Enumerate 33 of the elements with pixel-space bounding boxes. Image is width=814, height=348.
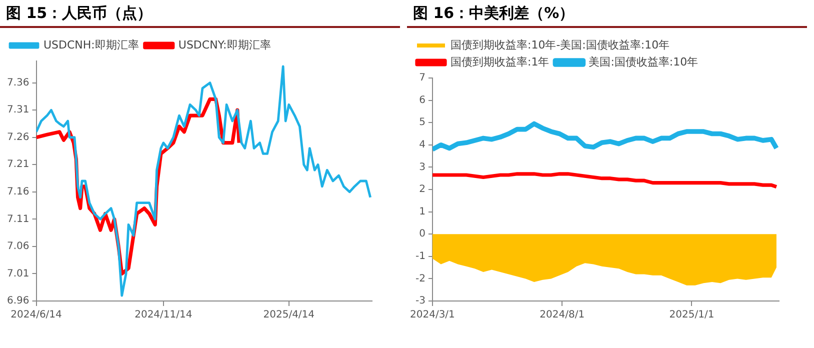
y-tick-label: -2 [415,273,426,284]
y-tick-label: 4 [419,139,426,150]
y-tick-label: -1 [415,250,426,262]
y-tick-label: 5 [419,117,426,128]
y-tick-label: 7 [419,72,426,84]
y-tick-label: 7.26 [7,132,30,143]
x-tick-label: 2024/8/1 [540,310,585,321]
chart-title: 图 15：人民币（点） [0,0,400,28]
y-tick-label: -3 [415,296,426,307]
y-tick-label: 7.06 [7,241,30,252]
y-tick-label: 7.11 [7,214,30,225]
legend-label: 国债到期收益率:10年-美国:国债收益率:10年 [450,38,670,52]
x-tick-label: 2025/4/14 [263,310,315,321]
y-tick-label: 3 [419,162,426,173]
legend-label: 国债到期收益率:1年 [450,55,550,68]
y-tick-label: 2 [419,184,426,196]
y-tick-label: 7.31 [7,104,30,116]
x-tick-label: 2025/1/1 [669,310,714,321]
y-tick-label: 7.21 [7,159,30,170]
y-tick-label: 7.01 [7,268,30,280]
y-tick-label: 6.96 [7,296,30,307]
y-tick-label: 1 [419,206,426,218]
legend-label: USDCNH:即期汇率 [44,38,139,52]
x-tick-label: 2024/6/14 [10,310,62,321]
chart-title: 图 16：中美利差（%） [407,0,807,28]
y-tick-label: 7.36 [7,77,30,88]
x-tick-label: 2024/11/14 [134,310,192,321]
y-tick-label: 0 [419,228,426,240]
legend-label: USDCNY:即期汇率 [178,38,271,52]
y-tick-label: 7.16 [7,186,30,198]
y-tick-label: 6 [419,94,426,106]
x-tick-label: 2024/3/1 [410,310,455,321]
legend-label: 美国:国债收益率:10年 [588,55,698,68]
